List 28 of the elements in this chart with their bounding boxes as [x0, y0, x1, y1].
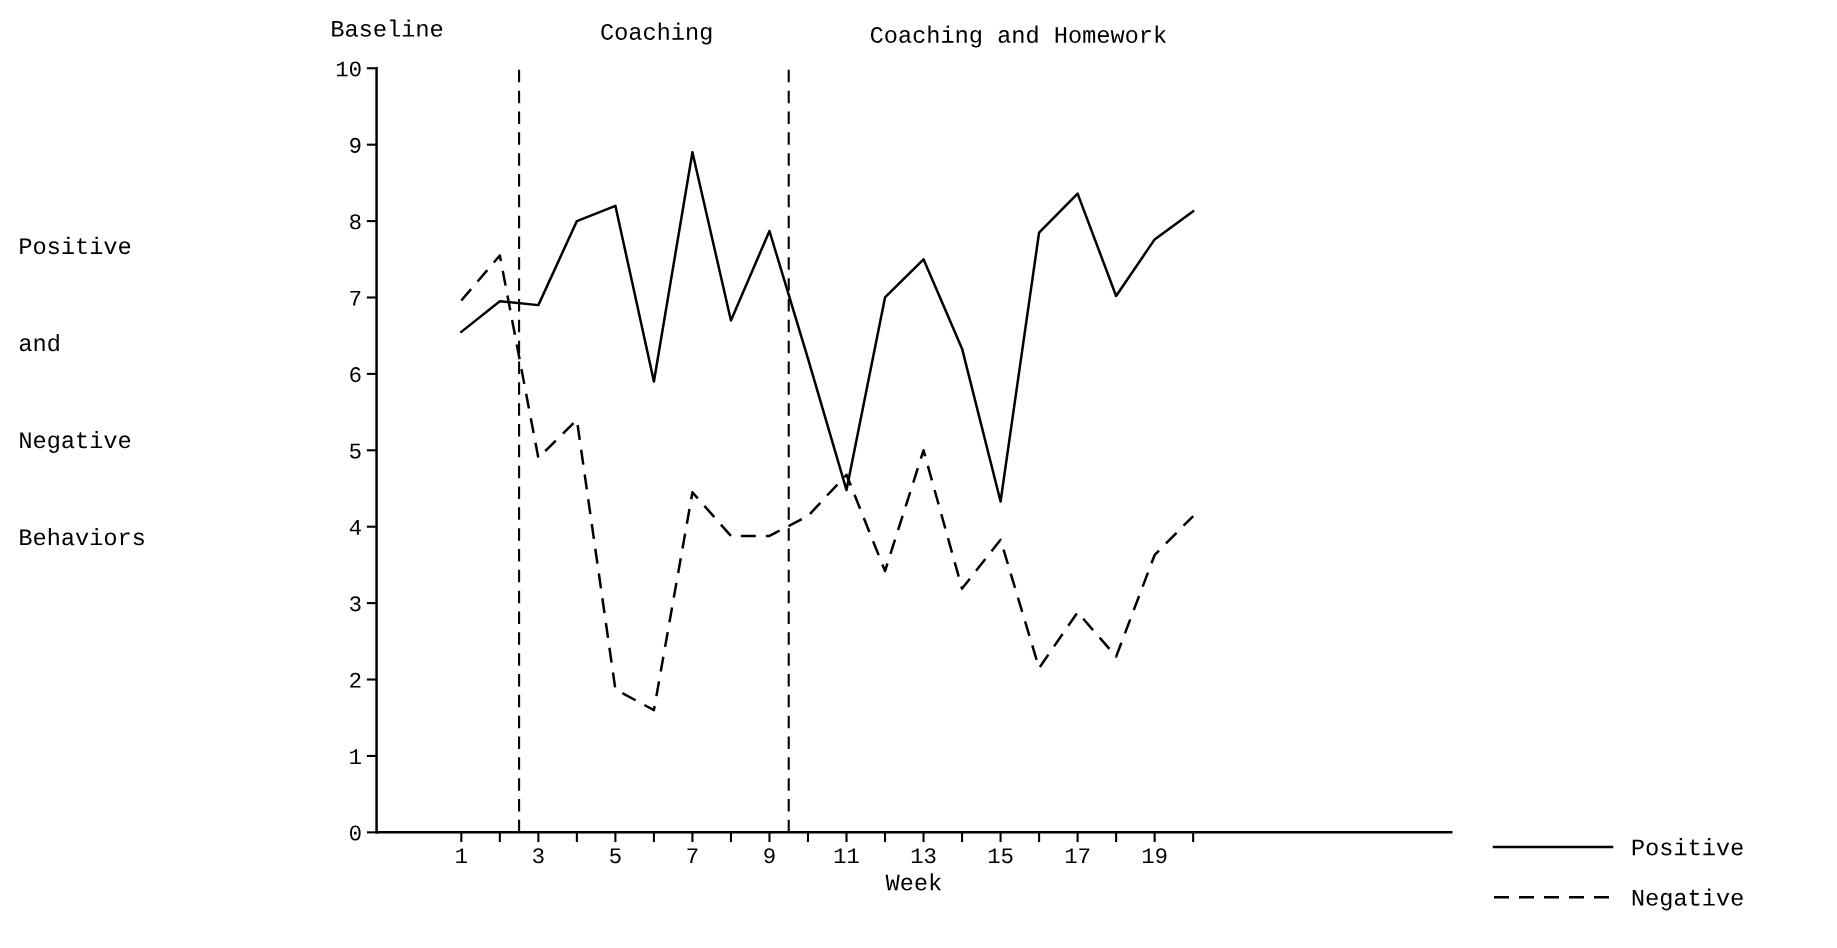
- y-tick-label: 2: [350, 672, 361, 688]
- x-tick-label: 9: [764, 848, 775, 864]
- x-axis-title: Week: [885, 873, 942, 891]
- x-tick-label: 1: [456, 848, 467, 864]
- y-tick-label: 8: [350, 214, 361, 230]
- x-tick-label: 13: [911, 848, 936, 864]
- y-tick-label: 10: [336, 61, 361, 77]
- y-tick-label: 3: [350, 596, 361, 612]
- x-tick-label: 3: [533, 848, 544, 864]
- y-tick-label: 0: [350, 825, 361, 841]
- text: Coaching and Homework: [870, 25, 1166, 48]
- text: Coaching: [601, 22, 712, 45]
- y-tick-label: 4: [349, 520, 361, 535]
- text: Negative: [1632, 888, 1743, 911]
- x-tick-label: 11: [834, 848, 859, 864]
- y-tick-label: 5: [350, 443, 361, 459]
- y-tick-label: 9: [350, 137, 361, 153]
- text: Positive: [1632, 838, 1743, 856]
- x-tick-label: 5: [610, 848, 621, 864]
- x-tick-label: 15: [988, 848, 1013, 864]
- y-tick-label: 7: [350, 290, 361, 306]
- y-tick-label: 6: [350, 367, 361, 383]
- text: Positive and Negative Behaviors: [19, 236, 144, 546]
- y-tick-label: 1: [350, 749, 361, 764]
- x-tick-label: 17: [1065, 848, 1090, 864]
- x-tick-label: 7: [687, 848, 698, 864]
- text: Baseline: [332, 19, 443, 37]
- x-tick-label: 19: [1142, 848, 1167, 864]
